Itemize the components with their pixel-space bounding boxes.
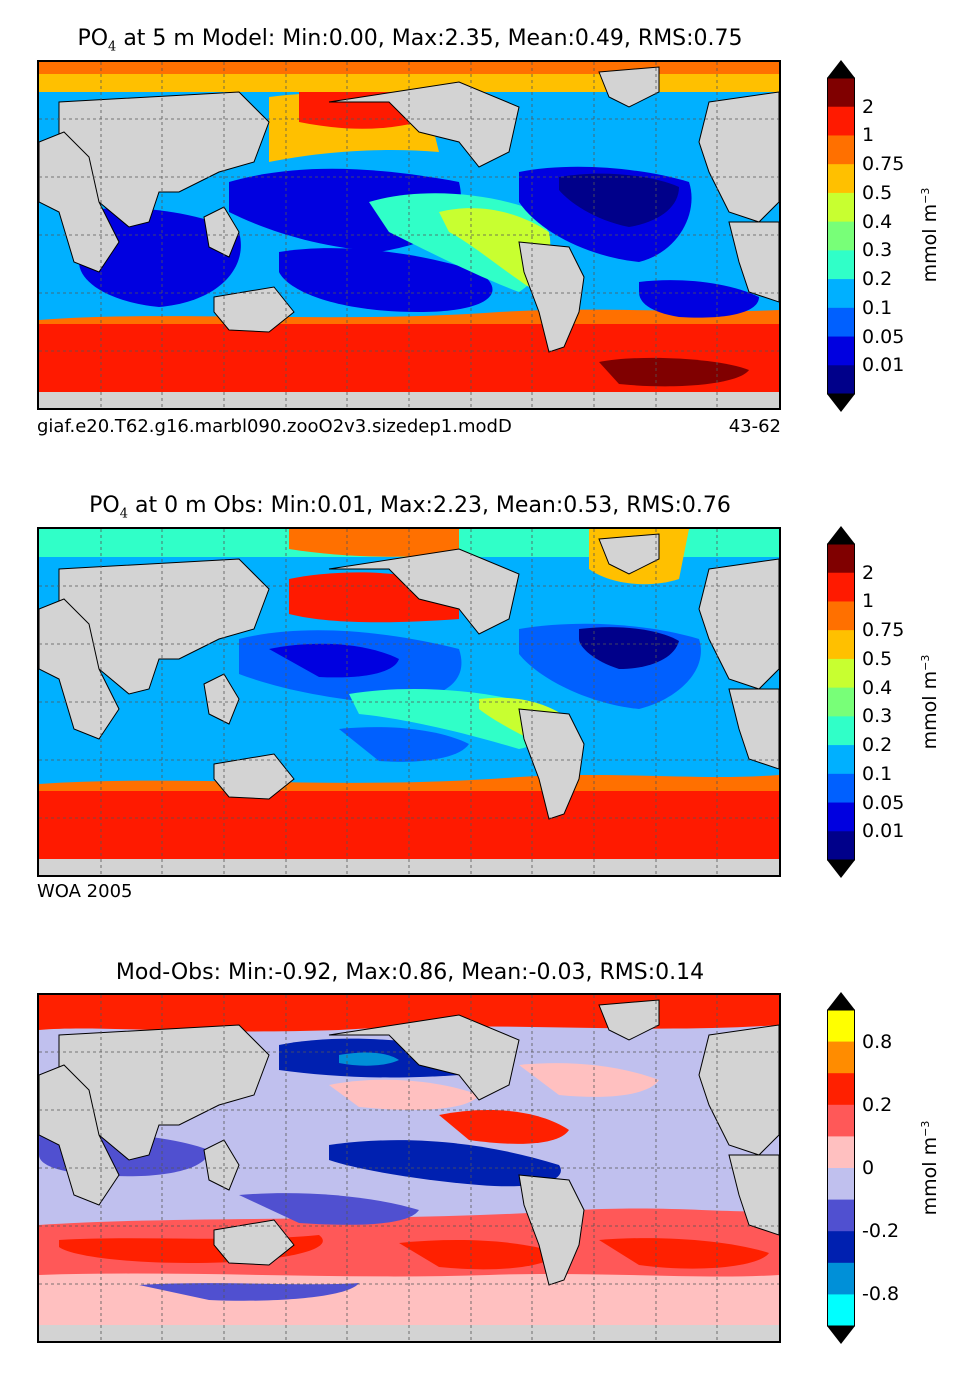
colorbar-tick-label: 0.5 xyxy=(862,647,893,670)
colorbar-tick-label: -0.8 xyxy=(862,1283,900,1306)
colorbar-segment xyxy=(827,773,855,804)
colorbar-segment xyxy=(827,1073,855,1106)
colorbar-extend-max xyxy=(827,526,855,544)
colorbar-tick-label: 2 xyxy=(862,561,875,584)
colorbar-segment xyxy=(827,745,855,775)
panel-1-colorbar xyxy=(827,60,855,412)
colorbar-tick-label: 0.1 xyxy=(862,762,893,785)
colorbar-segment xyxy=(827,1041,855,1074)
colorbar-tick-label: 1 xyxy=(862,590,875,613)
colorbar-segment xyxy=(827,1199,855,1232)
colorbar-segment xyxy=(827,1136,855,1169)
panel-1-run-name: giaf.e20.T62.g16.marbl090.zooO2v3.sizede… xyxy=(37,416,512,437)
colorbar-segment xyxy=(827,78,855,108)
colorbar-extend-max xyxy=(827,992,855,1010)
colorbar-segment xyxy=(827,1294,855,1327)
panel-2-colorbar xyxy=(827,526,855,878)
colorbar-tick-label: 1 xyxy=(862,124,875,147)
panel-3-map xyxy=(37,993,781,1343)
colorbar-segment xyxy=(827,307,855,338)
colorbar-tick-label: 0.2 xyxy=(862,734,893,757)
panel-3-colorbar-unit: mmol m−3 xyxy=(918,1120,942,1216)
panel-1-title: PO4 at 5 m Model: Min:0.00, Max:2.35, Me… xyxy=(77,26,743,55)
colorbar-extend-min xyxy=(827,394,855,412)
colorbar-segment xyxy=(827,658,855,689)
colorbar-segment xyxy=(827,1262,855,1295)
colorbar-segment xyxy=(827,279,855,309)
colorbar-segment xyxy=(827,1231,855,1264)
colorbar-tick-label: 0.2 xyxy=(862,1093,893,1116)
colorbar-segment xyxy=(827,572,855,602)
colorbar-tick-label: 0.4 xyxy=(862,676,893,699)
panel-2-title: PO4 at 0 m Obs: Min:0.01, Max:2.23, Mean… xyxy=(89,493,731,522)
panel-2-source: WOA 2005 xyxy=(37,881,133,902)
colorbar-extend-min xyxy=(827,860,855,878)
colorbar-segment xyxy=(827,192,855,223)
colorbar-extend-min xyxy=(827,1326,855,1344)
colorbar-segment xyxy=(827,1104,855,1137)
colorbar-tick-label: 0.05 xyxy=(862,791,905,814)
colorbar-tick-label: 0.05 xyxy=(862,325,905,348)
colorbar-segment xyxy=(827,630,855,660)
colorbar-tick-label: 0.4 xyxy=(862,210,893,233)
colorbar-segment xyxy=(827,802,855,832)
colorbar-tick-label: 0.01 xyxy=(862,354,905,377)
colorbar-tick-label: 0.2 xyxy=(862,268,893,291)
panel-1-colorbar-unit: mmol m−3 xyxy=(918,187,942,283)
colorbar-segment xyxy=(827,1168,855,1201)
colorbar-extend-max xyxy=(827,60,855,78)
panel-1-years: 43-62 xyxy=(728,416,781,437)
colorbar-segment xyxy=(827,135,855,165)
colorbar-tick-label: 0 xyxy=(862,1157,875,1179)
colorbar-tick-label: 0.75 xyxy=(862,153,905,176)
panel-1-map xyxy=(37,60,781,410)
colorbar-tick-label: 0.5 xyxy=(862,181,893,204)
colorbar-segment xyxy=(827,716,855,746)
colorbar-segment xyxy=(827,687,855,717)
colorbar-tick-label: 2 xyxy=(862,95,875,118)
colorbar-segment xyxy=(827,544,855,574)
colorbar-tick-label: 0.8 xyxy=(862,1030,893,1053)
colorbar-tick-label: 0.3 xyxy=(862,239,893,262)
panel-3-colorbar xyxy=(827,992,855,1344)
colorbar-segment xyxy=(827,601,855,631)
colorbar-segment xyxy=(827,831,855,861)
panel-2-map xyxy=(37,527,781,877)
colorbar-tick-label: 0.3 xyxy=(862,705,893,728)
colorbar-segment xyxy=(827,1010,855,1043)
colorbar-segment xyxy=(827,106,855,136)
colorbar-segment xyxy=(827,164,855,194)
colorbar-segment xyxy=(827,221,855,251)
colorbar-segment xyxy=(827,365,855,395)
colorbar-segment xyxy=(827,250,855,280)
panel-2-colorbar-unit: mmol m−3 xyxy=(918,654,942,750)
panel-3-title: Mod-Obs: Min:-0.92, Max:0.86, Mean:-0.03… xyxy=(115,960,705,985)
colorbar-tick-label: 0.01 xyxy=(862,820,905,843)
colorbar-tick-label: -0.2 xyxy=(862,1220,900,1243)
colorbar-tick-label: 0.75 xyxy=(862,619,905,642)
colorbar-tick-label: 0.1 xyxy=(862,296,893,319)
colorbar-segment xyxy=(827,336,855,366)
